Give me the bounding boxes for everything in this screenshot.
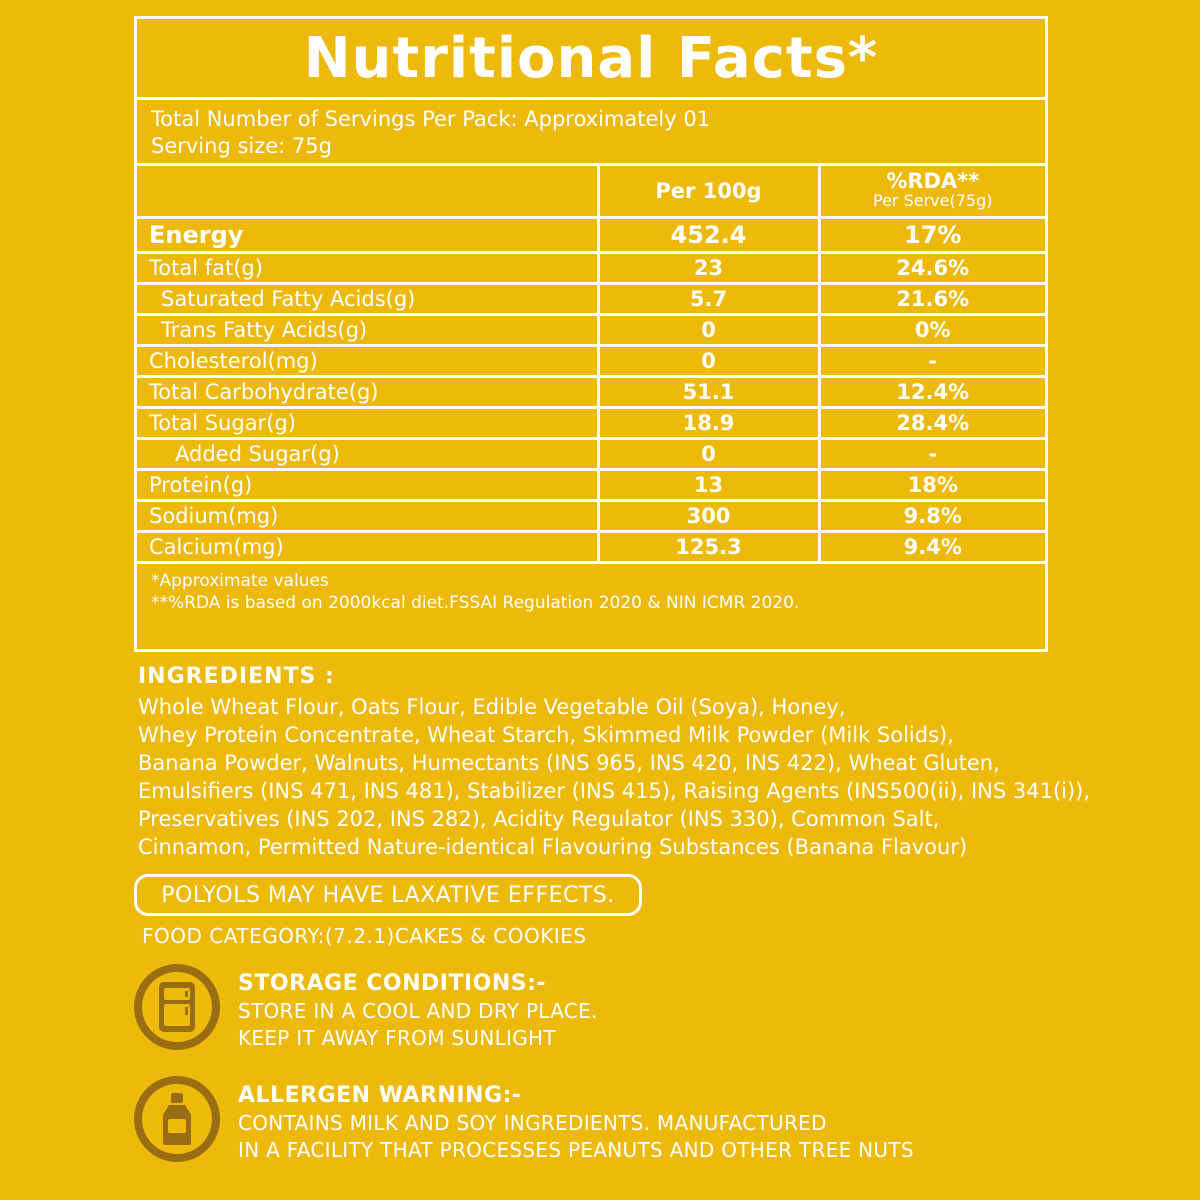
nutrient-rda: 21.6%: [817, 282, 1045, 316]
nutrient-name: Total fat(g): [137, 251, 600, 285]
refrigerator-icon: [134, 964, 220, 1050]
serving-size: Serving size: 75g: [151, 134, 332, 158]
bottle-icon: [134, 1076, 220, 1162]
table-row: Cholesterol(mg) 0 -: [137, 344, 1045, 378]
nutrient-per100: 13: [596, 468, 821, 502]
nutrient-name: Sodium(mg): [137, 499, 600, 533]
header-nutrient-cell: [137, 166, 600, 219]
storage-line: KEEP IT AWAY FROM SUNLIGHT: [238, 1026, 556, 1050]
nutrient-name: Total Carbohydrate(g): [137, 375, 600, 409]
nutrient-per100: 125.3: [596, 530, 821, 564]
header-rda-sub: Per Serve(75g): [873, 191, 993, 210]
nutrient-per100: 5.7: [596, 282, 821, 316]
nutrient-per100: 452.4: [596, 216, 821, 254]
nutrient-name: Cholesterol(mg): [137, 344, 600, 378]
ingredients-line: Preservatives (INS 202, INS 282), Acidit…: [138, 807, 940, 831]
nutrient-name: Trans Fatty Acids(g): [137, 313, 600, 347]
nutrient-rda: 0%: [817, 313, 1045, 347]
nutrient-name: Energy: [137, 216, 600, 254]
ingredients-line: Whole Wheat Flour, Oats Flour, Edible Ve…: [138, 695, 846, 719]
header-rda: %RDA** Per Serve(75g): [817, 166, 1045, 219]
nutrient-name: Saturated Fatty Acids(g): [137, 282, 600, 316]
nutrient-per100: 0: [596, 313, 821, 347]
storage-title: STORAGE CONDITIONS:-: [238, 971, 547, 996]
table-row: Calcium(mg) 125.3 9.4%: [137, 530, 1045, 564]
nutrient-rda: 24.6%: [817, 251, 1045, 285]
ingredients-line: Cinnamon, Permitted Nature-identical Fla…: [138, 835, 968, 859]
ingredients-section: INGREDIENTS : Whole Wheat Flour, Oats Fl…: [138, 664, 1138, 861]
table-row: Added Sugar(g) 0 -: [137, 437, 1045, 471]
nutrient-per100: 23: [596, 251, 821, 285]
allergen-line: IN A FACILITY THAT PROCESSES PEANUTS AND…: [238, 1138, 914, 1162]
table-header-row: Per 100g %RDA** Per Serve(75g): [137, 166, 1045, 219]
nutrient-rda: -: [817, 437, 1045, 471]
nutrient-name: Protein(g): [137, 468, 600, 502]
ingredients-title: INGREDIENTS :: [138, 664, 335, 689]
food-category: FOOD CATEGORY:(7.2.1)CAKES & COOKIES: [142, 924, 587, 948]
table-row: Saturated Fatty Acids(g) 5.7 21.6%: [137, 282, 1045, 316]
nutrient-rda: 28.4%: [817, 406, 1045, 440]
nutrient-per100: 0: [596, 344, 821, 378]
ingredients-line: Whey Protein Concentrate, Wheat Starch, …: [138, 723, 954, 747]
nutrition-table: Per 100g %RDA** Per Serve(75g) Energy 45…: [137, 166, 1045, 564]
nutrient-name: Total Sugar(g): [137, 406, 600, 440]
table-row: Total Carbohydrate(g) 51.1 12.4%: [137, 375, 1045, 409]
header-per-100g: Per 100g: [596, 166, 821, 219]
ingredients-line: Emulsifiers (INS 471, INS 481), Stabiliz…: [138, 779, 1091, 803]
nutrient-rda: 17%: [817, 216, 1045, 254]
table-row: Energy 452.4 17%: [137, 216, 1045, 254]
allergen-text: ALLERGEN WARNING:- CONTAINS MILK AND SOY…: [238, 1082, 1138, 1164]
footnotes: *Approximate values **%RDA is based on 2…: [137, 564, 1045, 620]
footnote-approximate: *Approximate values: [151, 571, 329, 591]
storage-text: STORAGE CONDITIONS:- STORE IN A COOL AND…: [238, 970, 1138, 1052]
nutrient-rda: 9.8%: [817, 499, 1045, 533]
nutrient-rda: 12.4%: [817, 375, 1045, 409]
nutrient-per100: 0: [596, 437, 821, 471]
laxative-warning-badge: POLYOLS MAY HAVE LAXATIVE EFFECTS.: [134, 874, 642, 916]
nutrient-rda: -: [817, 344, 1045, 378]
table-row: Sodium(mg) 300 9.8%: [137, 499, 1045, 533]
nutrient-per100: 18.9: [596, 406, 821, 440]
table-row: Protein(g) 13 18%: [137, 468, 1045, 502]
table-row: Total Sugar(g) 18.9 28.4%: [137, 406, 1045, 440]
nutrient-name: Calcium(mg): [137, 530, 600, 564]
nutrient-per100: 51.1: [596, 375, 821, 409]
nutrient-rda: 18%: [817, 468, 1045, 502]
allergen-title: ALLERGEN WARNING:-: [238, 1083, 522, 1108]
nutrition-facts-title: Nutritional Facts*: [137, 19, 1045, 100]
nutrient-per100: 300: [596, 499, 821, 533]
nutrition-facts-panel: Nutritional Facts* Total Number of Servi…: [134, 16, 1048, 652]
table-row: Total fat(g) 23 24.6%: [137, 251, 1045, 285]
footnote-rda: **%RDA is based on 2000kcal diet.FSSAI R…: [151, 593, 800, 613]
ingredients-line: Banana Powder, Walnuts, Humectants (INS …: [138, 751, 1000, 775]
header-rda-label: %RDA**: [886, 169, 980, 193]
nutrient-rda: 9.4%: [817, 530, 1045, 564]
nutrient-name: Added Sugar(g): [137, 437, 600, 471]
servings-per-pack: Total Number of Servings Per Pack: Appro…: [151, 107, 711, 131]
serving-info: Total Number of Servings Per Pack: Appro…: [137, 100, 1045, 166]
table-row: Trans Fatty Acids(g) 0 0%: [137, 313, 1045, 347]
storage-line: STORE IN A COOL AND DRY PLACE.: [238, 999, 598, 1023]
allergen-line: CONTAINS MILK AND SOY INGREDIENTS. MANUF…: [238, 1111, 827, 1135]
